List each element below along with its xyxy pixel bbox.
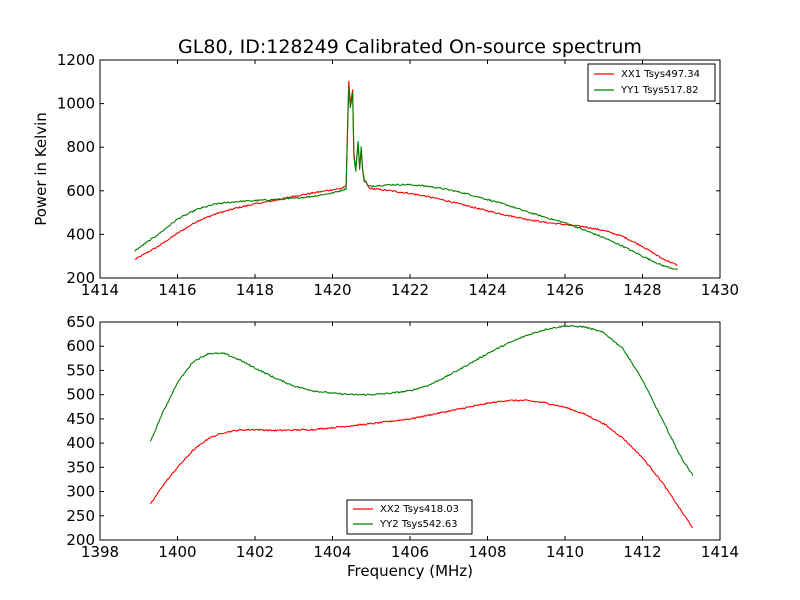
- bottom-x-tick-label: 1412: [623, 543, 661, 561]
- bottom-y-tick-label: 350: [66, 458, 95, 476]
- legend-label-yy1: YY1 Tsys517.82: [620, 85, 699, 96]
- bottom-legend: XX2 Tsys418.03 YY2 Tsys542.63: [346, 499, 473, 535]
- bottom-y-tick-label: 600: [66, 337, 95, 355]
- top-y-tick-label: 1200: [57, 51, 95, 69]
- top-x-tick-label: 1426: [546, 281, 584, 299]
- top-y-tick-label: 200: [66, 269, 95, 287]
- series-line-xx1: [134, 80, 678, 267]
- bottom-x-tick-label: 1410: [546, 543, 584, 561]
- bottom-x-tick-label: 1398: [81, 543, 119, 561]
- top-plot-frame: [99, 59, 721, 279]
- series-line-yy1: [134, 86, 678, 271]
- top-x-tick-label: 1424: [468, 281, 506, 299]
- bottom-x-tick-label: 1400: [158, 543, 196, 561]
- top-x-tick-label: 1422: [391, 281, 429, 299]
- legend-label-yy2: YY2 Tsys542.63: [379, 519, 458, 530]
- bottom-axis-ticks: 1398 1400 1402 1404 1406 1408 1410 1412 1414 200 2…: [66, 313, 739, 561]
- bottom-x-tick-label: 1404: [313, 543, 351, 561]
- top-x-tick-label: 1418: [236, 281, 274, 299]
- top-y-tick-label: 1000: [57, 95, 95, 113]
- bottom-x-tick-label: 1408: [468, 543, 506, 561]
- bottom-panel: 1398 1400 1402 1404 1406 1408 1410 1412 1414 200 2…: [66, 313, 739, 561]
- top-x-tick-label: 1430: [701, 281, 739, 299]
- bottom-y-tick-label: 450: [66, 410, 95, 428]
- bottom-x-tick-label: 1414: [701, 543, 739, 561]
- series-line-yy2: [149, 324, 694, 476]
- bottom-x-tick-label: 1406: [391, 543, 429, 561]
- top-y-tick-label: 800: [66, 138, 95, 156]
- top-y-tick-label: 600: [66, 182, 95, 200]
- x-axis-label: Frequency (MHz): [347, 562, 473, 580]
- top-x-tick-label: 1428: [623, 281, 661, 299]
- top-x-tick-label: 1420: [313, 281, 351, 299]
- y-axis-label: Power in Kelvin: [32, 112, 50, 226]
- bottom-y-tick-label: 500: [66, 386, 95, 404]
- bottom-y-tick-label: 300: [66, 483, 95, 501]
- bottom-plot-frame: [99, 321, 721, 541]
- legend-box: [587, 63, 716, 102]
- bottom-y-tick-label: 250: [66, 507, 95, 525]
- bottom-y-tick-label: 550: [66, 361, 95, 379]
- bottom-y-tick-label: 200: [66, 531, 95, 549]
- bottom-y-tick-label: 650: [66, 313, 95, 331]
- bottom-y-tick-label: 400: [66, 434, 95, 452]
- top-panel: Power in Kelvin 1414 1416 1418 1420 1422 1424…: [32, 51, 739, 299]
- top-legend: XX1 Tsys497.34 YY1 Tsys517.82: [587, 63, 716, 102]
- top-axis-ticks: 1414 1416 1418 1420 1422 1424 1426 1428 1430 200 4…: [57, 51, 739, 299]
- top-x-tick-label: 1416: [158, 281, 196, 299]
- legend-label-xx2: XX2 Tsys418.03: [380, 504, 459, 515]
- top-y-tick-label: 400: [66, 225, 95, 243]
- legend-box: [346, 499, 473, 535]
- series-line-xx2: [149, 399, 694, 528]
- chart-title: GL80, ID:128249 Calibrated On-source spe…: [178, 36, 642, 58]
- bottom-plot-lines: [149, 324, 694, 528]
- legend-label-xx1: XX1 Tsys497.34: [621, 69, 700, 80]
- top-plot-lines: [134, 80, 678, 271]
- top-x-tick-label: 1414: [81, 281, 119, 299]
- bottom-x-tick-label: 1402: [236, 543, 274, 561]
